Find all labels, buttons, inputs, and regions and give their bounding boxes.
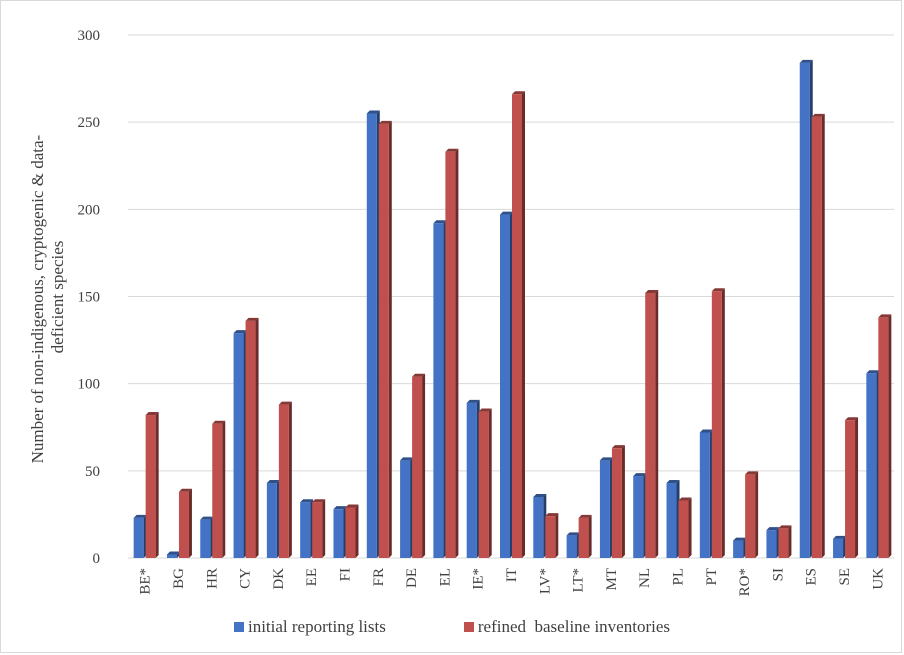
bar-refined-PL — [678, 497, 692, 558]
x-tick-label: UK — [870, 568, 886, 590]
bar-refined-EL — [445, 148, 459, 558]
x-tick-label: BE* — [138, 568, 154, 595]
bar-refined-FR — [378, 120, 392, 558]
bar-initial-BG — [166, 551, 180, 558]
bar-initial-SE — [833, 535, 847, 558]
bar-initial-MT — [599, 457, 613, 558]
bar-refined-DK — [278, 401, 292, 558]
y-tick-label: 100 — [78, 377, 101, 393]
bar-initial-FR — [366, 110, 380, 558]
bar-initial-NL — [633, 473, 647, 558]
x-tick-label: FI — [337, 568, 353, 581]
x-tick-label: NL — [637, 568, 653, 588]
bar-refined-DE — [412, 373, 426, 558]
x-tick-label: EL — [437, 568, 453, 586]
bar-refined-ES — [811, 113, 825, 558]
bar-initial-EE — [300, 499, 314, 558]
legend-label-initial: initial reporting lists — [247, 617, 386, 636]
bar-initial-DE — [400, 457, 414, 558]
bar-refined-IT — [512, 91, 525, 559]
y-axis-title: Number of non-indigenous, cryptogenic & … — [28, 131, 67, 464]
bar-refined-UK — [878, 314, 892, 558]
bar-refined-BE* — [145, 412, 159, 558]
legend-label-refined: refined baseline inventories — [477, 617, 670, 636]
bar-refined-SE — [845, 417, 859, 558]
y-tick-label: 150 — [78, 290, 101, 306]
bar-initial-DK — [266, 480, 280, 558]
bar-refined-RO* — [745, 471, 759, 558]
x-tick-label: CY — [238, 568, 254, 589]
bar-refined-MT — [611, 445, 625, 558]
bar-refined-IE* — [478, 408, 492, 558]
x-tick-label: IE* — [471, 568, 487, 590]
x-tick-label: MT — [604, 568, 620, 591]
bar-initial-UK — [866, 370, 880, 558]
y-tick-label: 200 — [78, 202, 101, 218]
y-axis-title-line-1: Number of non-indigenous, cryptogenic & … — [28, 134, 47, 463]
bar-initial-ES — [799, 59, 813, 558]
bar-initial-BE* — [133, 514, 147, 558]
y-tick-label: 0 — [93, 551, 101, 567]
bar-initial-PT — [699, 429, 713, 558]
x-tick-label: PT — [704, 568, 720, 586]
x-tick-label: BG — [171, 568, 187, 589]
x-tick-label: HR — [204, 568, 220, 589]
bar-initial-FI — [333, 506, 347, 558]
bar-refined-HR — [212, 420, 226, 558]
x-tick-label: SI — [770, 568, 786, 581]
bars — [133, 59, 892, 559]
bar-refined-EE — [312, 499, 326, 558]
x-tick-label: EE — [304, 568, 320, 586]
x-tick-label: DE — [404, 568, 420, 588]
x-tick-label: IT — [504, 568, 520, 582]
bar-refined-LT* — [578, 514, 592, 558]
y-axis-ticks: 0 50 100 150 200 250 300 — [78, 28, 101, 567]
x-tick-label: SE — [837, 568, 853, 586]
y-axis-title-line-2: deficient species — [48, 241, 67, 354]
bar-initial-SI — [766, 527, 780, 558]
bar-refined-PT — [711, 288, 725, 558]
bar-refined-FI — [345, 504, 359, 558]
x-tick-label: RO* — [737, 568, 753, 596]
bar-initial-PL — [666, 480, 680, 558]
bar-refined-BG — [178, 488, 192, 558]
bar-refined-SI — [778, 525, 792, 558]
bar-refined-CY — [245, 317, 259, 558]
bar-initial-HR — [200, 516, 214, 558]
x-tick-label: FR — [371, 568, 387, 586]
legend-swatch-initial — [233, 622, 244, 632]
bar-refined-NL — [645, 290, 659, 558]
bar-initial-RO* — [733, 537, 747, 558]
bar-initial-LT* — [566, 532, 580, 558]
x-tick-label: LT* — [571, 568, 587, 592]
y-tick-label: 50 — [85, 464, 100, 480]
legend-item-refined: refined baseline inventories — [463, 617, 670, 637]
x-tick-label: ES — [804, 568, 820, 586]
y-tick-label: 250 — [78, 115, 101, 131]
x-tick-label: PL — [671, 568, 687, 586]
bar-initial-IE* — [466, 399, 480, 558]
x-axis-ticks: BE* BG HR CY DK EE FI FR DE EL IE* IT LV* LT* MT NL PL PT… — [138, 568, 887, 597]
bar-refined-LV* — [545, 513, 559, 558]
x-tick-label: LV* — [537, 568, 553, 594]
legend: initial reporting lists refined baseline… — [0, 617, 904, 637]
x-tick-label: DK — [271, 568, 287, 590]
bar-initial-EL — [433, 220, 447, 558]
y-tick-label: 300 — [78, 28, 101, 44]
legend-item-initial: initial reporting lists — [233, 617, 386, 637]
bar-initial-IT — [500, 211, 513, 558]
legend-swatch-refined — [463, 622, 474, 632]
bar-initial-CY — [233, 330, 247, 558]
bar-initial-LV* — [533, 493, 547, 558]
